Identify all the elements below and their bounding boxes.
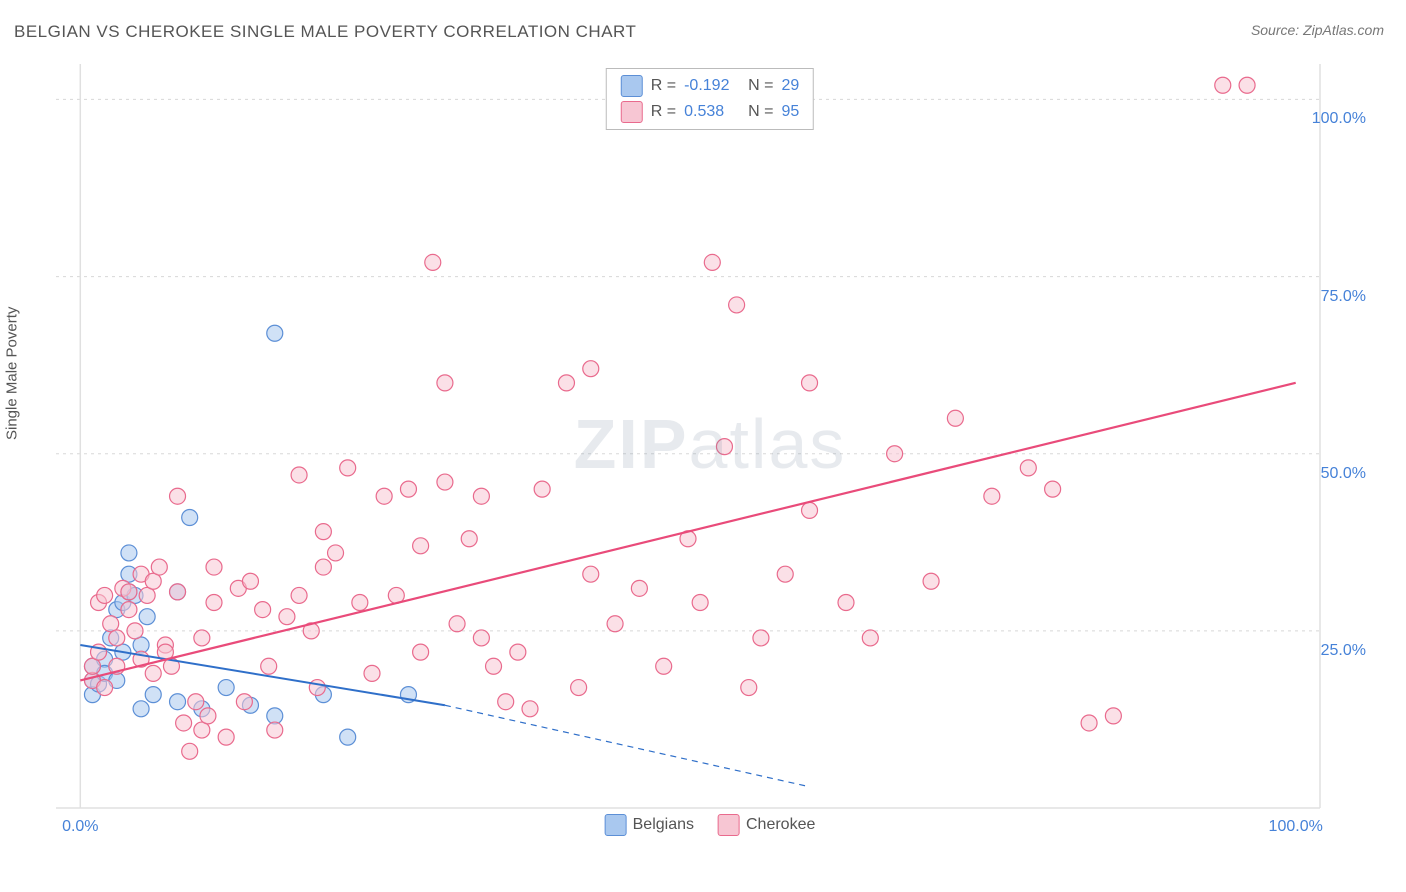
- n-value: 29: [781, 77, 799, 95]
- chart-container: BELGIAN VS CHEROKEE SINGLE MALE POVERTY …: [0, 0, 1406, 892]
- y-tick-label: 25.0%: [1321, 642, 1366, 660]
- scatter-chart: [50, 58, 1370, 838]
- plot-area: ZIPatlas R = -0.192 N = 29 R = 0.538 N =…: [50, 58, 1370, 838]
- n-value: 95: [781, 103, 799, 121]
- y-tick-label: 100.0%: [1312, 110, 1366, 128]
- legend-item: Cherokee: [718, 814, 815, 836]
- legend-swatch: [605, 814, 627, 836]
- stats-row: R = 0.538 N = 95: [621, 101, 799, 123]
- legend-swatch: [621, 75, 643, 97]
- stats-legend: R = -0.192 N = 29 R = 0.538 N = 95: [606, 68, 814, 130]
- legend-item: Belgians: [605, 814, 694, 836]
- series-legend: Belgians Cherokee: [605, 814, 816, 836]
- legend-swatch: [621, 101, 643, 123]
- n-label: N =: [748, 103, 773, 121]
- n-label: N =: [748, 77, 773, 95]
- legend-swatch: [718, 814, 740, 836]
- y-tick-label: 50.0%: [1321, 465, 1366, 483]
- stats-row: R = -0.192 N = 29: [621, 75, 799, 97]
- source-label: Source: ZipAtlas.com: [1251, 22, 1384, 38]
- x-tick-label: 0.0%: [62, 818, 98, 836]
- y-tick-label: 75.0%: [1321, 288, 1366, 306]
- legend-label: Cherokee: [746, 816, 815, 834]
- x-tick-label: 100.0%: [1269, 818, 1323, 836]
- chart-title: BELGIAN VS CHEROKEE SINGLE MALE POVERTY …: [14, 22, 636, 42]
- r-label: R =: [651, 77, 676, 95]
- legend-label: Belgians: [633, 816, 694, 834]
- r-value: -0.192: [684, 77, 740, 95]
- r-value: 0.538: [684, 103, 740, 121]
- r-label: R =: [651, 103, 676, 121]
- y-axis-label: Single Male Poverty: [4, 307, 21, 440]
